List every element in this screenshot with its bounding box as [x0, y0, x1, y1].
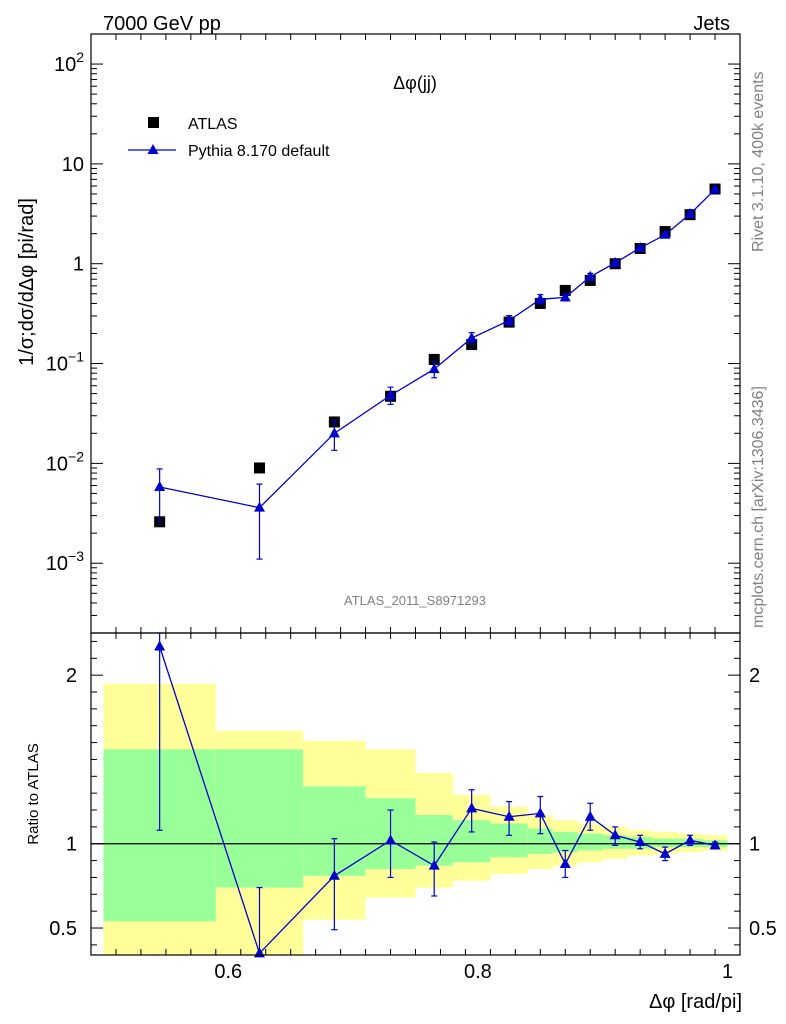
legend-label-atlas: ATLAS	[188, 116, 238, 133]
ratio-point	[385, 834, 397, 845]
upper-ylabel: 1/σ;dσ/dΔφ [pi/rad]	[16, 198, 38, 366]
ratio-bands	[103, 683, 728, 955]
lower-ticks: 0.6 0.8 1 0.5 0.5 1 1 2 2	[49, 633, 777, 983]
pythia-point	[534, 293, 546, 304]
lower-ytick-label-right: 0.5	[749, 918, 777, 940]
lower-marks	[154, 632, 721, 958]
pythia-point	[154, 481, 166, 492]
lower-ytick-label: 2	[66, 665, 77, 687]
ratio-point	[428, 859, 440, 870]
upper-ytick-label: 1	[73, 254, 84, 276]
lower-ytick-label-right: 2	[749, 665, 760, 687]
legend-marker-pythia	[147, 144, 159, 154]
ratio-point	[609, 829, 621, 840]
upper-ytick-label: 10−1	[46, 349, 84, 376]
upper-panel: 10−3 10−2 10−1 1 10 102 Δφ(jj) ATLAS_2011_S89…	[16, 33, 741, 634]
atlas-point	[428, 353, 440, 365]
pythia-point	[503, 314, 515, 325]
lower-xtick-label: 0.6	[214, 961, 242, 983]
lower-xtick-label: 0.8	[464, 961, 492, 983]
analysis-annotation: ATLAS_2011_S8971293	[344, 593, 486, 608]
band-inner	[215, 749, 304, 888]
upper-marks	[154, 183, 721, 560]
lower-panel: 0.6 0.8 1 0.5 0.5 1 1 2 2 Ratio to ATLAS Δφ [rad…	[25, 632, 777, 1013]
pythia-point	[428, 363, 440, 374]
upper-ytick-label: 10	[62, 154, 84, 176]
ratio-point	[634, 836, 646, 847]
pythia-line	[159, 188, 716, 509]
plot-title: Δφ(jj)	[393, 73, 437, 93]
upper-ytick-label: 10−2	[46, 448, 84, 475]
pythia-point	[659, 228, 671, 239]
pythia-point	[385, 389, 397, 400]
pythia-point	[466, 332, 478, 343]
ratio-point	[584, 810, 596, 821]
mcplots-label: mcplots.cern.ch [arXiv:1306.3436]	[750, 386, 767, 628]
lower-ytick-label: 0.5	[49, 918, 77, 940]
ratio-point	[659, 847, 671, 858]
ratio-point	[466, 802, 478, 813]
legend: ATLAS Pythia 8.170 default	[128, 116, 330, 160]
lower-ytick-label: 1	[66, 834, 77, 856]
lower-xtick-label: 1	[722, 961, 733, 983]
band-inner	[577, 833, 603, 851]
lower-ytick-label-right: 1	[749, 834, 760, 856]
header-right: Jets	[693, 13, 730, 35]
atlas-point	[253, 462, 265, 474]
pythia-point	[559, 291, 571, 302]
ratio-point	[328, 869, 340, 880]
band-inner	[652, 838, 678, 848]
lower-ylabel: Ratio to ATLAS	[25, 743, 42, 844]
pythia-point	[584, 270, 596, 281]
pythia-point	[634, 241, 646, 252]
x-axis-label: Δφ [rad/pi]	[649, 991, 742, 1013]
ratio-point	[534, 807, 546, 818]
pythia-point	[253, 501, 265, 512]
legend-label-pythia: Pythia 8.170 default	[188, 143, 330, 160]
pythia-point	[709, 183, 721, 194]
pythia-point	[328, 427, 340, 438]
ratio-point	[684, 834, 696, 845]
rivet-label: Rivet 3.1.10, 400k events	[750, 71, 767, 252]
upper-ticks: 10−3 10−2 10−1 1 10 102	[46, 33, 741, 634]
legend-marker-atlas	[148, 117, 159, 128]
ratio-point	[154, 640, 166, 651]
pythia-point	[609, 256, 621, 267]
ratio-point	[503, 810, 515, 821]
atlas-point	[559, 284, 571, 296]
upper-ytick-label: 102	[54, 49, 84, 76]
upper-ytick-label: 10−3	[46, 548, 84, 575]
pythia-point	[684, 207, 696, 218]
ratio-point	[709, 839, 721, 850]
band-inner	[552, 831, 578, 853]
ratio-point	[559, 857, 571, 868]
header-left: 7000 GeV pp	[103, 13, 221, 35]
